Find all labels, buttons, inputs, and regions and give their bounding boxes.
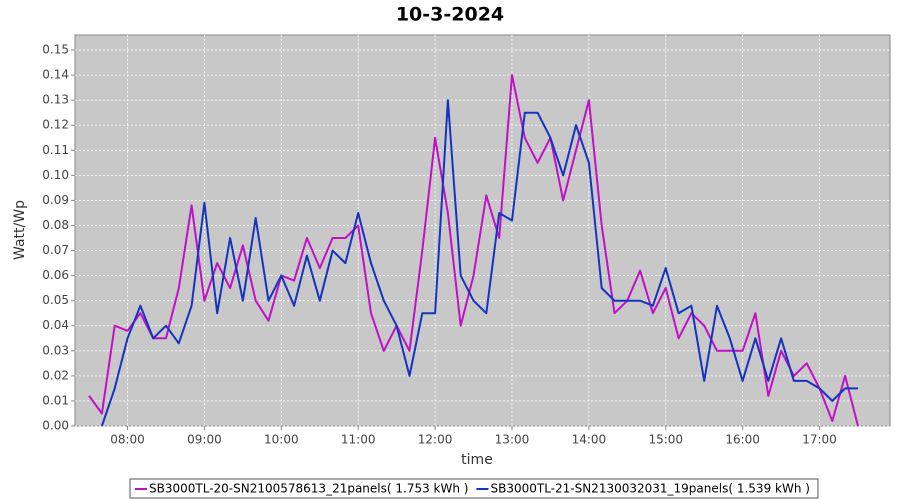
- y-tick-label: 0.14: [42, 68, 69, 82]
- y-tick-label: 0.06: [42, 268, 69, 282]
- x-tick-label: 14:00: [572, 433, 607, 447]
- x-tick-label: 12:00: [418, 433, 453, 447]
- y-tick-label: 0.10: [42, 168, 69, 182]
- legend: SB3000TL-20-SN2100578613_21panels( 1.753…: [129, 478, 819, 499]
- y-axis-label: Watt/Wp: [12, 200, 28, 260]
- series-line: [100, 99, 858, 427]
- y-tick-label: 0.04: [42, 318, 69, 332]
- y-tick-label: 0.13: [42, 93, 69, 107]
- y-tick-label: 0.11: [42, 143, 69, 157]
- y-tick-label: 0.01: [42, 393, 69, 407]
- x-tick-label: 17:00: [802, 433, 837, 447]
- series-line: [88, 74, 859, 427]
- lines: [88, 74, 859, 427]
- x-tick-label: 09:00: [187, 433, 222, 447]
- y-tick-label: 0.00: [42, 419, 69, 433]
- legend-label: SB3000TL-21-SN2130032031_19panels( 1.539…: [490, 482, 809, 496]
- y-tick-label: 0.15: [42, 43, 69, 57]
- y-tick-label: 0.09: [42, 193, 69, 207]
- plot-area: [74, 34, 891, 427]
- legend-box: [129, 478, 819, 499]
- y-tick-label: 0.12: [42, 118, 69, 132]
- x-tick-label: 08:00: [110, 433, 145, 447]
- y-tick-label: 0.07: [42, 243, 69, 257]
- y-tick-label: 0.02: [42, 368, 69, 382]
- x-tick-label: 13:00: [495, 433, 530, 447]
- x-axis-label: time: [461, 452, 493, 468]
- y-tick-label: 0.05: [42, 293, 69, 307]
- legend-label: SB3000TL-20-SN2100578613_21panels( 1.753…: [149, 482, 468, 496]
- x-tick-label: 10:00: [264, 433, 299, 447]
- chart-title: 10-3-2024: [396, 4, 504, 26]
- x-tick-label: 15:00: [648, 433, 683, 447]
- y-tick-label: 0.08: [42, 218, 69, 232]
- x-tick-label: 11:00: [341, 433, 376, 447]
- y-tick-label: 0.03: [42, 343, 69, 357]
- x-tick-label: 16:00: [725, 433, 760, 447]
